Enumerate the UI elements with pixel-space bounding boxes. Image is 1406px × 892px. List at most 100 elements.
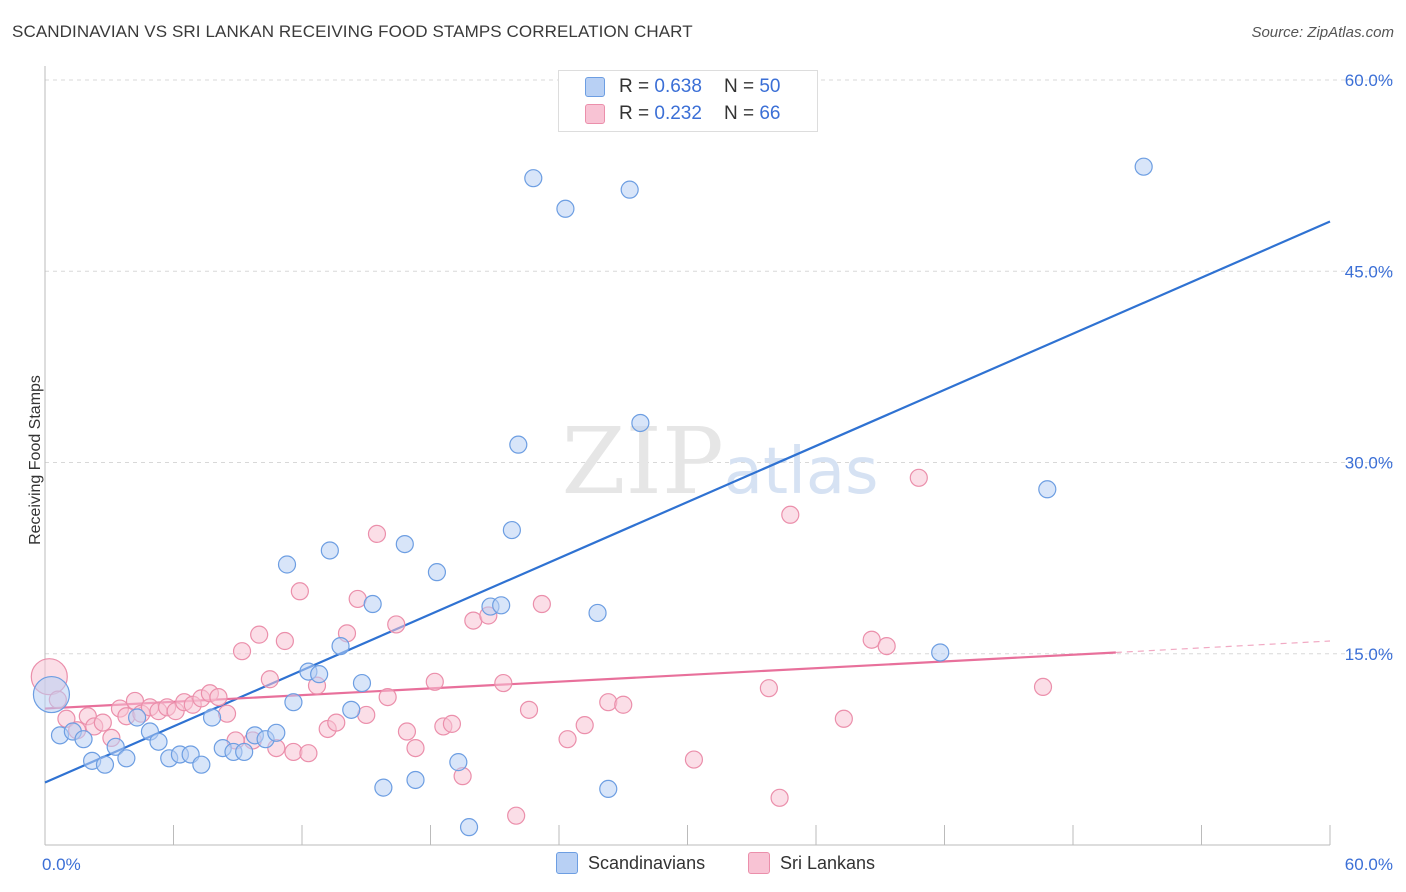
r-value: 0.638 (654, 76, 702, 97)
sri-lankan-point (442, 714, 462, 733)
n-value: 66 (759, 103, 781, 124)
y-tick-label: 45.0% (1345, 262, 1393, 281)
series-legend: Scandinavians Sri Lankans (0, 852, 1406, 876)
sri-lankan-point (770, 788, 789, 807)
sri-lankan-point (759, 679, 778, 698)
data-points (30, 157, 1153, 837)
r-label: R = (619, 76, 650, 97)
sri-lankan-trend-extension (1115, 640, 1331, 654)
sri-lankan-point (327, 713, 346, 732)
pink-swatch (585, 104, 605, 124)
sri-lankan-point (834, 709, 853, 728)
sri-lankan-point (387, 615, 406, 634)
sri-lankan-point (558, 730, 577, 749)
n-value: 50 (759, 76, 781, 97)
sri-lankan-point (299, 744, 318, 763)
sri-lankan-point (367, 524, 387, 544)
scandinavian-point (459, 818, 479, 837)
trend-lines (44, 220, 1331, 784)
sri-lankan-point (909, 468, 928, 487)
sri-lankan-point (260, 670, 279, 689)
scandinavian-trend-line (44, 220, 1331, 784)
sri-lankan-point (250, 625, 269, 644)
scandinavian-point (427, 563, 447, 582)
legend-row-sri-lankans: R = 0.232 N = 66 (585, 103, 780, 125)
legend-item-sri-lankans[interactable]: Sri Lankans (748, 852, 875, 874)
r-label: R = (619, 103, 650, 124)
tick-labels: 15.0% 30.0% 45.0% 60.0% 0.0% 60.0% (42, 71, 1393, 874)
scandinavian-point (524, 169, 543, 188)
x-tick-label: 0.0% (42, 855, 81, 874)
scandinavian-point (235, 742, 254, 762)
sri-lankan-point (209, 687, 228, 707)
sri-lankan-point (599, 693, 618, 712)
scandinavian-point (588, 603, 607, 623)
watermark-atlas: atlas (724, 435, 879, 509)
scandinavian-point (95, 755, 115, 774)
sri-lankan-point (532, 594, 551, 614)
scandinavian-point (331, 636, 350, 656)
scandinavian-point (492, 596, 511, 615)
pink-swatch (748, 852, 770, 874)
axes (44, 66, 1331, 846)
legend-label: Scandinavians (588, 852, 706, 873)
source-label: Source: ZipAtlas.com (1251, 24, 1394, 41)
scandinavian-point (74, 730, 93, 749)
sri-lankan-point (575, 716, 594, 735)
sri-lankan-point (614, 695, 633, 714)
sri-lankan-point (284, 742, 303, 762)
watermark: ZIPatlas (562, 408, 879, 515)
y-tick-label: 15.0% (1345, 645, 1393, 664)
scandinavian-point (374, 778, 393, 797)
scandinavian-point (1134, 157, 1153, 176)
sri-lankan-point (93, 713, 112, 732)
blue-swatch (556, 852, 578, 874)
scandinavian-point (502, 520, 521, 540)
sri-lankan-point (781, 505, 800, 524)
sri-lankan-point (519, 700, 539, 719)
sri-lankan-point (1033, 677, 1053, 697)
scandinavian-point (631, 413, 650, 433)
correlation-legend: R = 0.638 N = 50 R = 0.232 N = 66 (558, 70, 818, 132)
x-tick-label: 60.0% (1345, 855, 1393, 874)
chart-title: SCANDINAVIAN VS SRI LANKAN RECEIVING FOO… (12, 22, 693, 41)
scandinavian-point (267, 723, 286, 742)
scandinavian-point (310, 665, 329, 684)
sri-lankan-point (275, 631, 294, 651)
scandinavian-point (509, 435, 528, 454)
scandinavian-point (352, 673, 372, 693)
sri-lankan-point (406, 738, 425, 758)
legend-label: Sri Lankans (780, 852, 876, 873)
scandinavian-point (406, 770, 425, 790)
sri-lankan-point (425, 672, 444, 691)
legend-row-scandinavians: R = 0.638 N = 50 (585, 76, 780, 98)
legend-item-scandinavians[interactable]: Scandinavians (556, 852, 705, 874)
scandinavian-point (127, 708, 147, 727)
sri-lankan-point (378, 687, 397, 707)
sri-lankan-point (507, 806, 526, 825)
sri-lankan-point (290, 582, 309, 601)
y-tick-label: 60.0% (1345, 71, 1393, 90)
scandinavian-point (449, 753, 468, 772)
scandinavian-point (363, 594, 382, 614)
scandinavian-point (284, 693, 303, 712)
n-label: N = (723, 76, 755, 97)
scandinavian-point (192, 755, 211, 774)
scandinavian-point (320, 541, 339, 560)
n-label: N = (723, 103, 755, 124)
scandinavian-point (599, 779, 618, 799)
scandinavian-point (395, 534, 414, 554)
sri-lankan-point (232, 642, 252, 661)
scandinavian-point (1038, 480, 1057, 499)
grid-lines (45, 79, 1394, 655)
scandinavian-point (149, 732, 168, 751)
sri-lankan-point (684, 750, 704, 769)
scandinavian-point (556, 199, 575, 218)
scandinavian-point (202, 708, 222, 727)
r-value: 0.232 (654, 103, 702, 124)
y-tick-label: 30.0% (1345, 454, 1393, 473)
sri-lankan-point (877, 636, 896, 656)
blue-swatch (585, 77, 605, 97)
y-axis-label: Receiving Food Stamps (27, 375, 44, 545)
